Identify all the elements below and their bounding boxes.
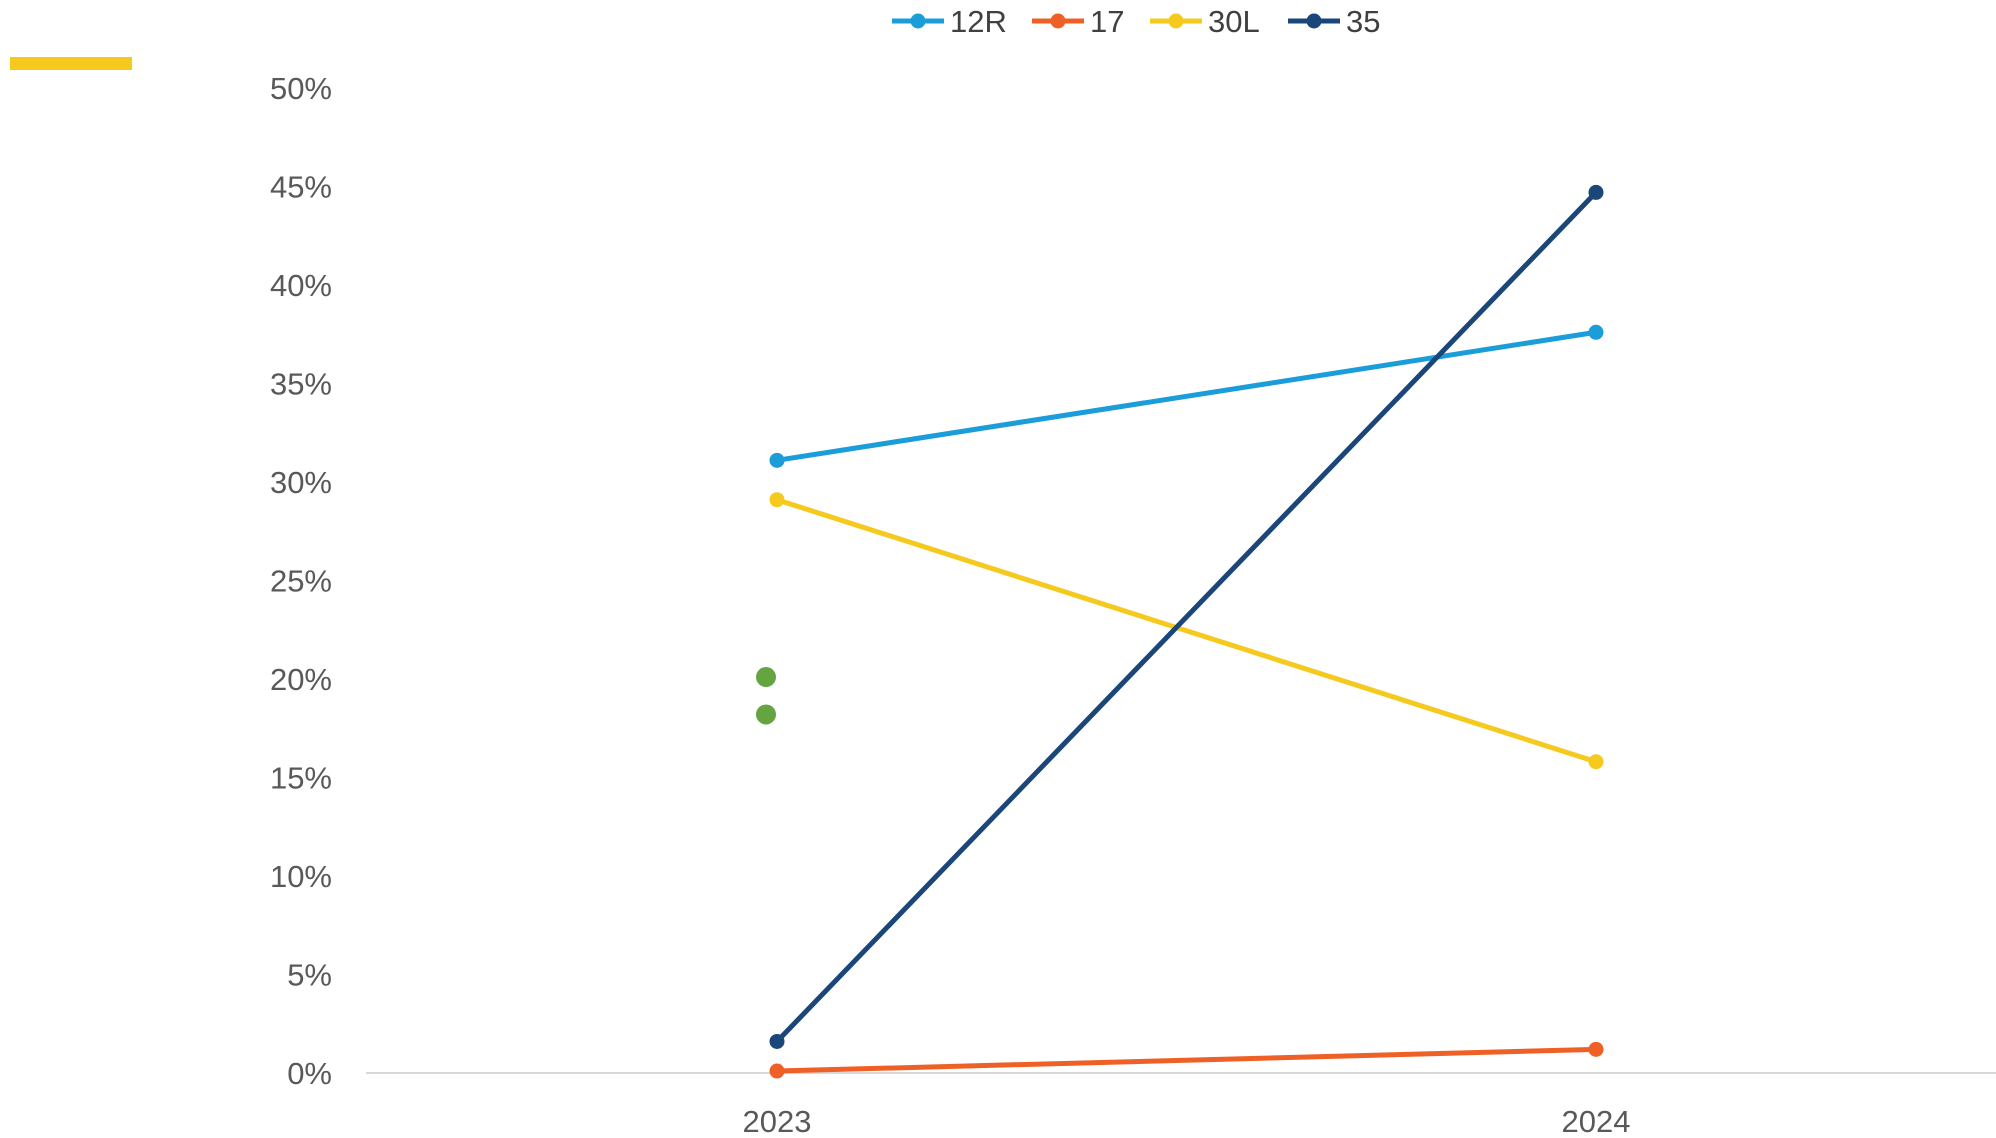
- series-30L: [769, 492, 1604, 770]
- y-tick-label: 35%: [270, 367, 332, 402]
- legend-swatch-marker: [910, 13, 926, 29]
- legend-item: 17: [1032, 4, 1124, 39]
- data-point: [769, 1033, 785, 1049]
- corner-mark: [10, 57, 132, 70]
- series-layer: [769, 184, 1604, 1079]
- data-point: [769, 452, 785, 468]
- series-line: [776, 1046, 1597, 1074]
- x-axis: 2023 2024: [743, 1104, 1631, 1138]
- series-line: [775, 190, 1598, 1044]
- legend-item: 12R: [892, 4, 1007, 39]
- data-point: [1588, 1041, 1604, 1057]
- data-point: [1588, 184, 1604, 200]
- legend-swatch-marker: [1168, 13, 1184, 29]
- extra-point: [756, 667, 776, 688]
- data-point: [769, 1063, 785, 1079]
- series-line: [776, 497, 1597, 765]
- y-tick-label: 20%: [270, 662, 332, 697]
- legend-label: 17: [1090, 4, 1124, 39]
- data-point: [1588, 754, 1604, 770]
- data-point: [1588, 324, 1604, 340]
- legend-swatch-marker: [1306, 13, 1322, 29]
- y-tick-label: 50%: [270, 71, 332, 106]
- series-12R: [769, 324, 1604, 468]
- series-line: [776, 329, 1597, 463]
- x-tick-label: 2023: [743, 1104, 812, 1138]
- series-17: [769, 1041, 1604, 1079]
- y-tick-label: 45%: [270, 170, 332, 205]
- legend-item: 30L: [1150, 4, 1260, 39]
- legend-item: 35: [1288, 4, 1380, 39]
- y-tick-label: 5%: [287, 958, 332, 993]
- legend-swatch-marker: [1050, 13, 1066, 29]
- x-tick-label: 2024: [1562, 1104, 1631, 1138]
- legend-label: 35: [1346, 4, 1380, 39]
- y-tick-label: 40%: [270, 268, 332, 303]
- y-tick-label: 15%: [270, 761, 332, 796]
- y-tick-label: 30%: [270, 465, 332, 500]
- legend-label: 30L: [1208, 4, 1260, 39]
- y-tick-label: 25%: [270, 564, 332, 599]
- legend: 12R 17 30L 35: [892, 4, 1380, 39]
- y-tick-label: 10%: [270, 859, 332, 894]
- legend-label: 12R: [950, 4, 1007, 39]
- extra-points-layer: [756, 667, 776, 725]
- y-axis: 0% 5% 10% 15% 20% 25% 30% 35% 40% 45% 50%: [270, 71, 332, 1091]
- extra-point: [756, 704, 776, 725]
- series-35: [769, 184, 1604, 1049]
- y-tick-label: 0%: [287, 1056, 332, 1091]
- data-point: [769, 492, 785, 508]
